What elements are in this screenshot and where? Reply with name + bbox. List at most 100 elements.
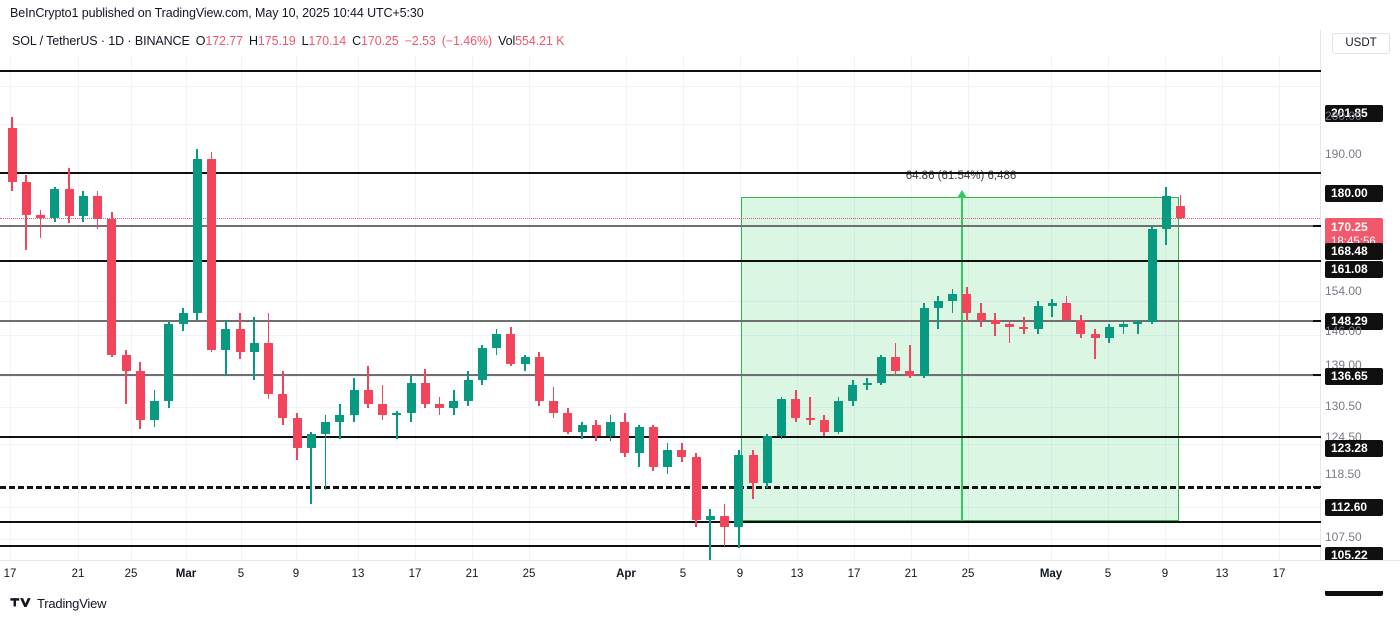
measurement-rectangle[interactable] [741,197,1179,521]
horizontal-gridline [0,301,1320,302]
publish-attribution: BeInCrypto1 published on TradingView.com… [10,6,424,20]
candle-body [264,343,273,395]
vertical-gridline [529,56,530,560]
time-axis-label: 13 [351,568,365,580]
price-level-tag[interactable]: 105.22 [1325,547,1383,564]
candle-body [933,301,943,308]
vertical-gridline [911,56,912,560]
open-key: O [195,34,206,48]
price-level-tag[interactable]: 112.60 [1325,499,1383,516]
candle-body [834,401,843,432]
horizontal-gridline [0,407,1320,408]
candle-body [805,417,815,420]
price-level-line[interactable] [0,218,1320,220]
price-axis-label: 130.50 [1325,399,1362,413]
price-level-line[interactable] [0,436,1320,439]
candle-body [477,347,487,381]
low-value: 170.14 [308,34,347,48]
candle-body [549,401,558,413]
candle-wick [1008,319,1011,343]
price-level-tag[interactable]: 148.29 [1325,313,1383,330]
horizontal-gridline [0,444,1320,445]
candle-wick [395,410,398,439]
price-level-line[interactable] [0,373,1320,376]
candle-body [1119,324,1128,327]
vertical-gridline [797,56,798,560]
time-axis-label: 17 [408,568,422,580]
candle-body [278,394,288,418]
symbol-label[interactable]: SOL / TetherUS · 1D · BINANCE [12,34,190,48]
candle-body [777,399,786,437]
candle-body [848,385,858,402]
candle-body [135,371,145,420]
candle-body [435,403,444,409]
candle-body [577,424,587,432]
change-value: −2.53 [404,34,436,48]
candle-body [976,312,986,320]
time-axis-label: 13 [1215,568,1229,580]
vertical-gridline [10,56,11,560]
candle-body [492,333,501,348]
candle-body [620,422,630,453]
candle-wick [324,415,327,490]
price-level-line[interactable] [0,259,1320,262]
price-level-line[interactable] [0,319,1320,322]
candle-body [292,417,302,448]
candle-body [207,158,216,350]
candle-body [335,415,345,423]
candle-body [78,196,88,216]
current-price-tag[interactable]: 170.25 18:45:56 [1325,218,1383,249]
vertical-gridline [296,56,297,560]
tradingview-logo-icon [10,598,31,608]
price-level-tag[interactable]: 123.28 [1325,440,1383,457]
price-level-tag[interactable]: 201.85 [1325,105,1383,122]
time-axis[interactable]: 17 21 25 Mar 5 9 13 17 21 25 Apr 5 9 13 17 21 25 May 5 9 13 1… [0,560,1400,591]
candle-body [591,424,601,437]
candle-body [64,189,74,216]
candle-body [1090,333,1100,339]
candle-body [905,371,915,376]
vertical-gridline [683,56,684,560]
candle-body [705,515,715,521]
candle-body [691,457,701,521]
candle-body [378,403,387,416]
price-level-tag[interactable]: 180.00 [1325,185,1383,202]
price-level-line[interactable] [0,225,1320,228]
candle-body [306,434,316,448]
price-axis-label: 118.50 [1325,467,1361,481]
time-axis-label: 21 [904,568,918,580]
candle-wick [709,508,712,560]
candle-wick [381,385,384,420]
chart-legend: SOL / TetherUS · 1D · BINANCE O172.77 H175… [12,34,564,48]
candle-body [463,380,473,402]
candle-body [192,158,202,313]
candle-body [1104,326,1114,339]
time-axis-label: 5 [237,568,245,580]
candle-body [563,413,573,432]
candle-wick [39,210,42,238]
measurement-vertical-line[interactable] [961,197,963,521]
price-level-line[interactable] [0,545,1320,547]
price-level-line[interactable] [0,69,1320,72]
candle-body [663,450,672,467]
price-level-tag[interactable]: 136.65 [1325,368,1383,385]
price-level-line[interactable] [0,520,1320,523]
candle-body [891,357,900,371]
axis-tick-mark [1313,545,1321,547]
price-axis[interactable]: 201.85 200.00 190.00 180.00 170.25 18:45:56 16… [1313,30,1400,596]
low-key: L [301,34,309,48]
price-level-line[interactable] [0,171,1320,174]
candle-wick [809,396,811,425]
horizontal-gridline [0,539,1320,540]
price-level-line[interactable] [0,486,1320,490]
horizontal-gridline [0,376,1320,377]
price-level-tag[interactable]: 161.08 [1325,261,1383,278]
vertical-gridline [1222,56,1223,560]
price-level-tag[interactable]: 168.48 [1325,243,1383,260]
candle-body [677,450,687,458]
chart-plot-area[interactable]: 64.86 (61.54%) 6,486 [0,56,1320,560]
candle-body [221,329,231,350]
candle-body [748,455,758,483]
candle-body [1062,303,1071,320]
